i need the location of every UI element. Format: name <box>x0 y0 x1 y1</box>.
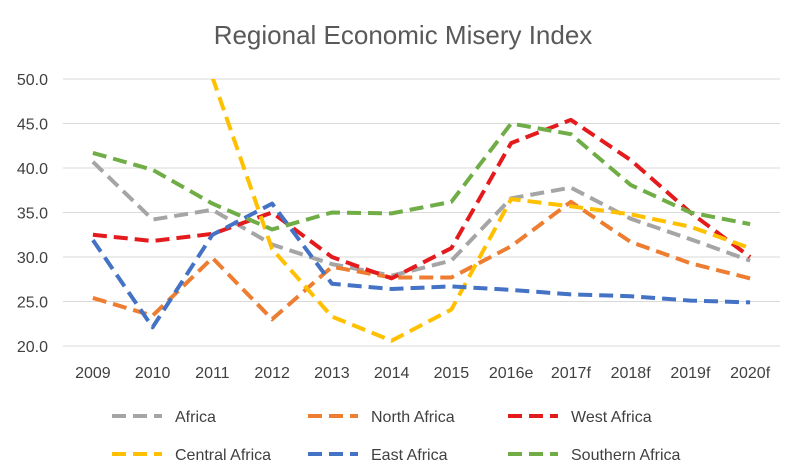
x-tick-label: 2011 <box>195 365 230 382</box>
legend-label-southern-africa: Southern Africa <box>571 447 681 464</box>
y-axis-ticks: 20.0 25.0 30.0 35.0 40.0 45.0 50.0 <box>17 72 48 356</box>
x-tick-label: 2019f <box>670 365 711 382</box>
series-line-southern-africa <box>92 121 751 232</box>
chart-title: Regional Economic Misery Index <box>214 20 593 50</box>
x-tick-label: 2017f <box>551 365 592 382</box>
legend: Africa North Africa West Africa Central Afr… <box>112 409 681 464</box>
gridlines <box>63 78 780 347</box>
x-tick-label: 2020f <box>730 365 771 382</box>
x-tick-label: 2013 <box>314 365 350 382</box>
y-tick-label: 40.0 <box>17 161 48 178</box>
legend-label-africa: Africa <box>175 409 216 426</box>
y-tick-label: 45.0 <box>17 117 48 134</box>
legend-label-north-africa: North Africa <box>371 409 455 426</box>
x-tick-label: 2016e <box>489 365 534 382</box>
legend-label-central-africa: Central Africa <box>175 447 271 464</box>
x-tick-label: 2015 <box>434 365 470 382</box>
y-tick-label: 50.0 <box>17 72 48 89</box>
legend-label-east-africa: East Africa <box>371 447 448 464</box>
x-tick-label: 2018f <box>611 365 652 382</box>
series-line-central-africa <box>210 79 751 343</box>
series-line-west-africa <box>92 117 752 281</box>
series-line-africa <box>91 160 751 278</box>
y-tick-label: 20.0 <box>17 339 48 356</box>
y-tick-label: 35.0 <box>17 206 48 223</box>
series-line-north-africa <box>92 199 751 322</box>
x-tick-label: 2014 <box>374 365 410 382</box>
series-line-east-africa <box>91 201 751 330</box>
x-tick-label: 2012 <box>254 365 290 382</box>
series-lines <box>91 79 752 343</box>
y-tick-label: 25.0 <box>17 295 48 312</box>
x-tick-label: 2009 <box>75 365 111 382</box>
x-axis-ticks: 2009 2010 2011 2012 2013 2014 2015 2016e 2017f 20… <box>75 365 771 382</box>
x-tick-label: 2010 <box>135 365 171 382</box>
y-tick-label: 30.0 <box>17 250 48 267</box>
legend-label-west-africa: West Africa <box>571 409 652 426</box>
